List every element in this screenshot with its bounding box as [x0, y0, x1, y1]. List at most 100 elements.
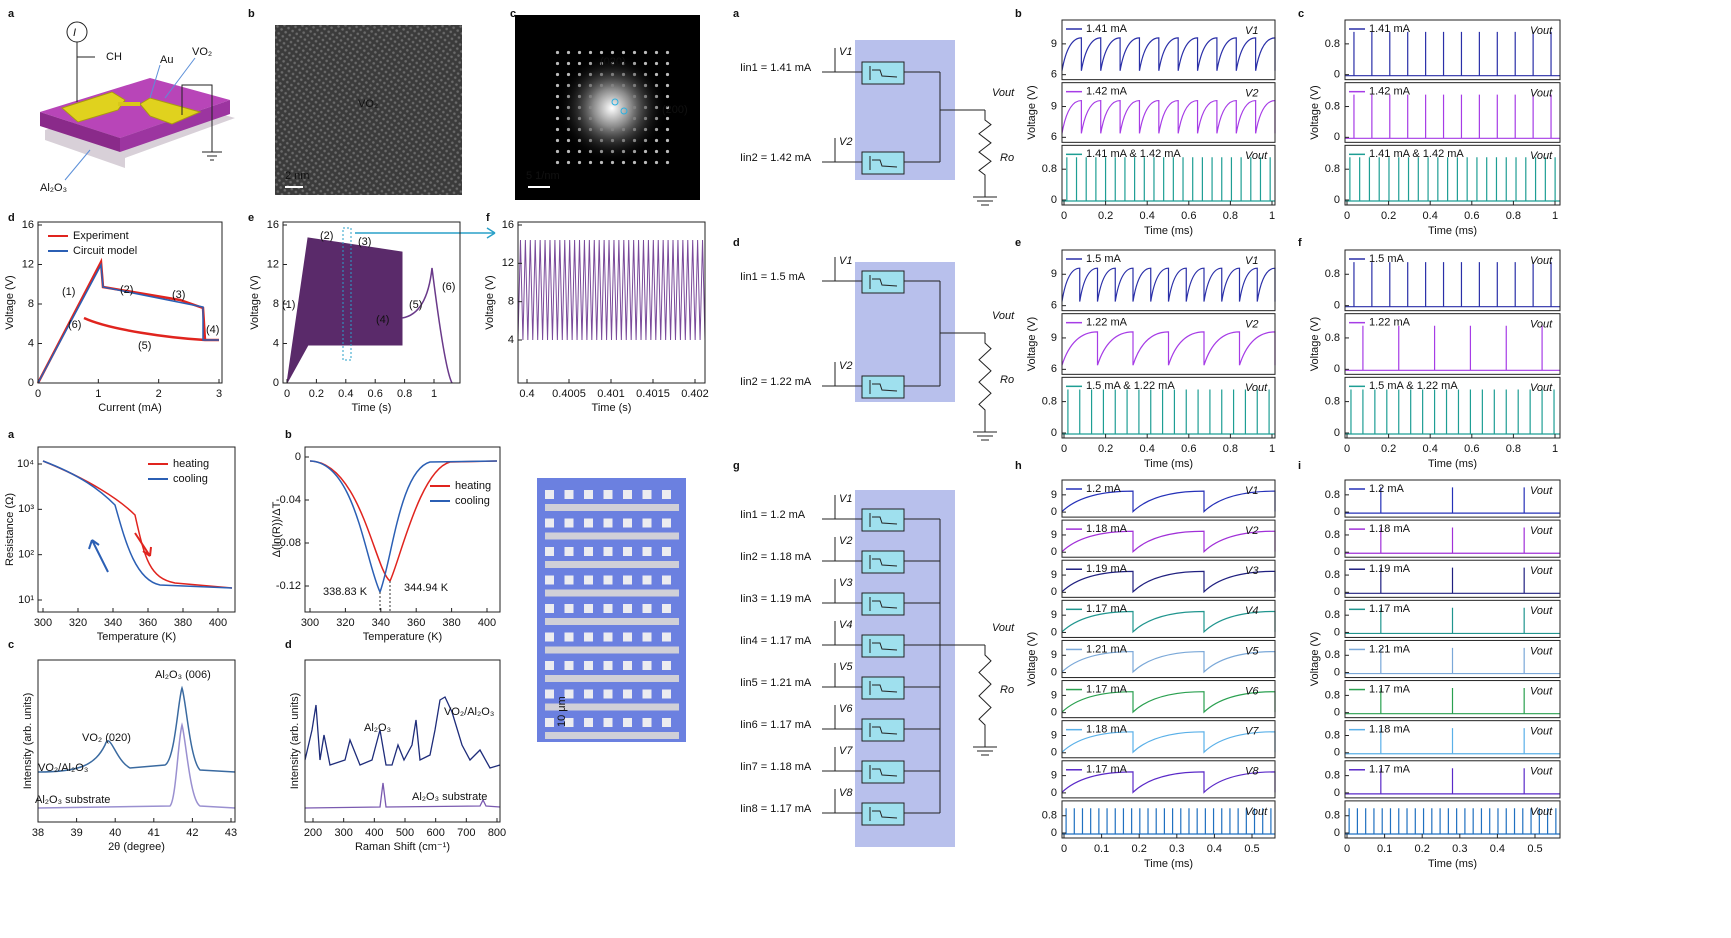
node-label: V8	[1245, 766, 1259, 778]
y-tick-label: 0.8	[1042, 810, 1057, 822]
y-tick-label: 0	[28, 377, 34, 389]
x-axis-label: Time (ms)	[1428, 458, 1477, 470]
y-tick-label: 9	[1051, 38, 1057, 50]
array-pad	[623, 689, 632, 699]
axes-frame	[1061, 639, 1276, 679]
trace	[1345, 94, 1560, 139]
output-label: Vout	[992, 87, 1015, 99]
input-current: Iin2 = 1.22 mA	[740, 376, 812, 388]
x-tick-label: 0.6	[1181, 443, 1196, 455]
node-label: Vout	[1530, 25, 1553, 37]
x-tick-label: 360	[139, 617, 157, 629]
scale-bar	[528, 186, 550, 188]
array-pad	[564, 689, 574, 699]
trace	[1345, 31, 1560, 77]
y-tick-label: 0.8	[1042, 163, 1057, 175]
node-label: Vout	[1245, 806, 1268, 818]
trace	[1345, 728, 1560, 755]
axes-frame	[1344, 249, 1561, 312]
y-tick-label: 12	[267, 258, 279, 270]
axes-frame	[37, 659, 236, 823]
array-pad	[564, 718, 574, 727]
x-tick-label: 41	[148, 827, 160, 839]
trace	[1061, 99, 1276, 134]
x-tick-label: 1	[1269, 443, 1275, 455]
array-bar	[545, 532, 679, 540]
panel-letter: d	[285, 639, 292, 651]
y-tick-label: 12	[502, 257, 514, 269]
legend-label: 1.18 mA	[1086, 724, 1128, 736]
y-tick-label: 8	[273, 298, 279, 310]
annotation: (1)	[282, 299, 295, 311]
legend-label: 1.19 mA	[1086, 563, 1128, 575]
trace	[1345, 768, 1560, 795]
legend-label: 1.18 mA	[1086, 523, 1128, 535]
oscillator	[861, 592, 905, 616]
x-axis-label: 2θ (degree)	[108, 841, 165, 853]
trace	[134, 532, 152, 557]
y-tick-label: 6	[1051, 363, 1057, 375]
array-pad	[584, 518, 593, 528]
trace	[1061, 331, 1276, 366]
array-pad	[584, 632, 593, 642]
array-bar	[545, 732, 679, 739]
legend-label: 1.17 mA	[1369, 683, 1411, 695]
y-tick-label: -0.04	[276, 494, 301, 506]
y-tick-label: 4	[273, 337, 279, 349]
node-label: V1	[839, 493, 852, 505]
array-pad	[623, 490, 632, 499]
panel-letter: b	[285, 429, 292, 441]
array-pad	[642, 632, 652, 642]
annotation: 344.94 K	[404, 582, 449, 594]
y-tick-label: 0.8	[1325, 729, 1340, 741]
x-tick-label: 0.4	[1423, 443, 1438, 455]
y-tick-label: 6	[1051, 69, 1057, 81]
panel-letter: c	[8, 639, 14, 651]
x-tick-label: 0	[1344, 443, 1350, 455]
trace	[517, 239, 706, 341]
array-pad	[564, 604, 574, 613]
y-tick-label: 0	[295, 451, 301, 463]
array-pad	[662, 689, 671, 699]
legend-label: 1.41 mA & 1.42 mA	[1369, 148, 1464, 160]
array-pad	[623, 661, 632, 670]
y-tick-label: 16	[502, 219, 514, 231]
y-tick-label: 0.8	[1325, 810, 1340, 822]
legend-label: 1.21 mA	[1369, 643, 1411, 655]
y-tick-label: 0	[1334, 300, 1340, 312]
array-pad	[662, 604, 671, 613]
axes-frame	[1344, 82, 1561, 143]
array-pad	[584, 718, 593, 727]
trace	[37, 685, 236, 773]
array-bar	[545, 504, 679, 511]
resistor	[978, 333, 992, 432]
array-pad	[642, 490, 652, 499]
legend-label: heating	[173, 458, 209, 470]
node-label: Vout	[1530, 645, 1553, 657]
array-pad	[623, 604, 632, 613]
resistor-label: Ro	[1000, 152, 1014, 164]
node-label: V8	[839, 787, 853, 799]
array-pad	[545, 575, 554, 585]
x-tick-label: 0.401	[597, 388, 625, 400]
legend-label: Circuit model	[73, 245, 137, 257]
legend-label: 1.42 mA	[1086, 86, 1128, 98]
oscillator	[861, 802, 905, 826]
x-tick-label: 700	[457, 827, 475, 839]
y-axis-label: Intensity (arb. units)	[289, 693, 301, 790]
node-label: V5	[839, 661, 853, 673]
array-pad	[545, 518, 554, 528]
array-pad	[642, 575, 652, 585]
device-label: Au	[160, 54, 173, 66]
axes-frame	[1061, 376, 1276, 439]
legend-label: 1.21 mA	[1086, 643, 1128, 655]
y-tick-label: 9	[1051, 689, 1057, 701]
trace	[304, 696, 501, 769]
x-tick-label: 360	[407, 617, 425, 629]
device-label: CH	[106, 51, 122, 63]
legend-label: 1.18 mA	[1369, 523, 1411, 535]
x-tick-label: 0.5	[1244, 843, 1259, 855]
legend-label: cooling	[173, 473, 208, 485]
panel-letter: c	[1298, 8, 1304, 20]
x-tick-label: 340	[104, 617, 122, 629]
